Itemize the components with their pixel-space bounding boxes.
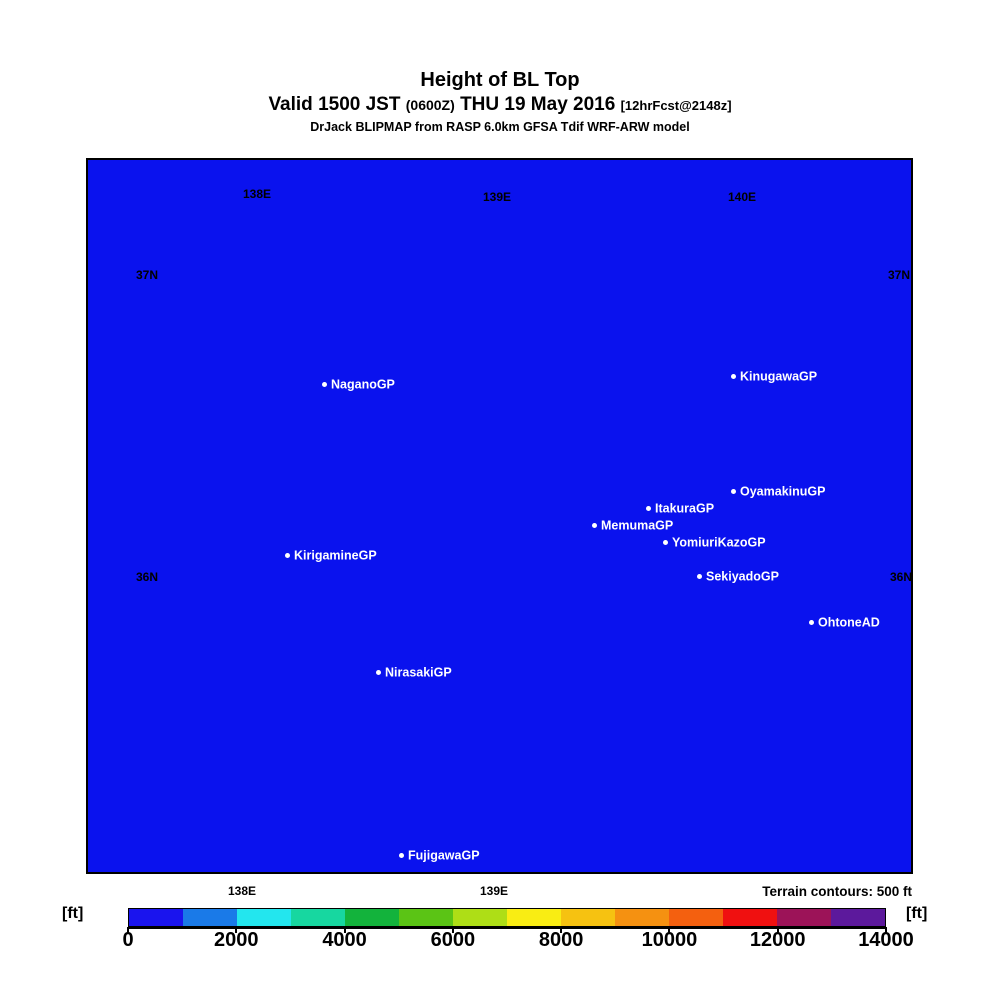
station-label: MemumaGP <box>601 518 674 533</box>
valid-utc: (0600Z) <box>405 97 455 113</box>
grid-label-138e: 138E <box>228 884 257 898</box>
station-dot <box>322 382 327 388</box>
colorbar-band-8000 <box>561 909 615 926</box>
station-label: FujigawaGP <box>408 848 480 863</box>
station-dot <box>663 540 668 546</box>
valid-prefix: Valid 1500 JST <box>268 94 401 115</box>
colorbar-tick-label: 4000 <box>322 929 367 951</box>
station-itakuragp: ItakuraGP <box>646 502 714 515</box>
grid-label-140e: 140E <box>728 190 757 204</box>
station-dot <box>731 489 736 495</box>
grid-label-37n: 37N <box>136 268 159 282</box>
title-block: Height of BL Top Valid 1500 JST (0600Z) … <box>0 68 1000 135</box>
station-dot <box>697 574 702 580</box>
colorbar-band-0 <box>129 909 183 926</box>
colorbar-tick <box>668 927 671 933</box>
station-dot <box>731 374 736 380</box>
station-oyamakinugp: OyamakinuGP <box>731 485 825 498</box>
station-yomiurikazogp: YomiuriKazoGP <box>663 536 766 549</box>
station-dot <box>376 670 381 676</box>
station-label: NaganoGP <box>331 377 395 392</box>
station-kirigaminegp: KirigamineGP <box>285 549 377 562</box>
colorbar-band-9000 <box>615 909 669 926</box>
colorbar-band-2000 <box>237 909 291 926</box>
colorbar-tick-label: 0 <box>122 929 134 951</box>
colorbar-band-13000 <box>831 909 885 926</box>
colorbar-band-7000 <box>507 909 561 926</box>
grid-label-139e: 139E <box>483 190 512 204</box>
grid-label-139e: 139E <box>480 884 509 898</box>
colorbar-axis <box>128 927 886 930</box>
station-label: OyamakinuGP <box>740 484 826 499</box>
station-label: KinugawaGP <box>740 369 818 384</box>
station-memumagp: MemumaGP <box>592 519 673 532</box>
colorbar-band-4000 <box>345 909 399 926</box>
station-kinugawagp: KinugawaGP <box>731 370 817 383</box>
colorbar: 0 2000 4000 6000 8000 10000 12000 14000 <box>0 903 1000 953</box>
station-label: NirasakiGP <box>385 665 452 680</box>
colorbar-band-1000 <box>183 909 237 926</box>
station-dot <box>809 620 814 626</box>
colorbar-unit-right: [ft] <box>906 905 928 922</box>
station-dot <box>285 553 290 559</box>
page-title: Height of BL Top <box>420 69 580 91</box>
colorbar-band-3000 <box>291 909 345 926</box>
station-dot <box>399 853 404 859</box>
colorbar-tick <box>127 927 129 933</box>
grid-label-36n: 36N <box>890 570 913 584</box>
colorbar-tick-label: 14000 <box>858 929 914 951</box>
valid-time-line: Valid 1500 JST (0600Z) THU 19 May 2016 [… <box>0 93 1000 117</box>
colorbar-band-5000 <box>399 909 453 926</box>
station-fujigawagp: FujigawaGP <box>399 849 480 862</box>
station-label: YomiuriKazoGP <box>672 535 766 550</box>
colorbar-unit-left: [ft] <box>62 905 84 922</box>
station-dot <box>592 523 597 529</box>
colorbar-band-11000 <box>723 909 777 926</box>
colorbar-band-12000 <box>777 909 831 926</box>
colorbar-tick <box>885 927 887 933</box>
map-plot-area <box>86 158 913 874</box>
colorbar-tick <box>560 927 563 933</box>
colorbar-tick-label: 12000 <box>749 929 806 951</box>
colorbar-tick <box>343 927 346 933</box>
station-nirasakigp: NirasakiGP <box>376 666 452 679</box>
valid-date: THU 19 May 2016 <box>460 94 616 115</box>
colorbar-tick <box>451 927 454 933</box>
forecast-stamp: [12hrFcst@2148z] <box>620 98 732 113</box>
colorbar-band-10000 <box>669 909 723 926</box>
colorbar-band-6000 <box>453 909 507 926</box>
colorbar-tick <box>776 927 779 933</box>
colorbar-tick-label: 2000 <box>214 929 259 951</box>
station-label: SekiyadoGP <box>706 569 779 584</box>
colorbar-tick-label: 10000 <box>641 929 698 951</box>
station-ohtonead: OhtoneAD <box>809 616 880 629</box>
colorbar-tick <box>235 927 238 933</box>
station-dot <box>646 506 651 512</box>
station-label: ItakuraGP <box>655 501 715 516</box>
bl-top-heatmap <box>88 160 911 872</box>
model-subtitle: DrJack BLIPMAP from RASP 6.0km GFSA Tdif… <box>310 120 690 134</box>
grid-label-138e: 138E <box>243 187 272 201</box>
grid-label-37n: 37N <box>888 268 911 282</box>
station-naganogp: NaganoGP <box>322 378 395 391</box>
grid-label-36n: 36N <box>136 570 159 584</box>
colorbar-tick-label: 6000 <box>430 929 476 951</box>
terrain-contour-note: Terrain contours: 500 ft <box>762 884 912 899</box>
colorbar-swatches <box>128 908 886 927</box>
station-label: KirigamineGP <box>294 548 377 563</box>
station-label: OhtoneAD <box>818 615 880 630</box>
station-sekiyadogp: SekiyadoGP <box>697 570 779 583</box>
colorbar-tick-label: 8000 <box>538 929 584 951</box>
